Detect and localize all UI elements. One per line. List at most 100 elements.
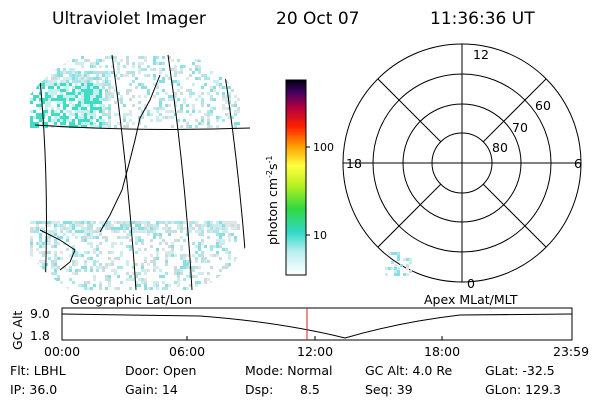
speckle (180, 107, 183, 110)
speckle (186, 287, 189, 290)
speckle (219, 227, 222, 230)
speckle (189, 125, 192, 128)
speckle (36, 287, 39, 290)
speckle (75, 221, 78, 224)
speckle (210, 86, 213, 89)
speckle (210, 230, 213, 233)
speckle (222, 239, 225, 242)
speckle (397, 273, 400, 276)
speckle (231, 89, 234, 92)
speckle (228, 254, 231, 257)
speckle (87, 104, 90, 107)
speckle (108, 257, 111, 260)
speckle (195, 59, 198, 62)
footer-field: Door: Open (125, 363, 196, 378)
speckle (75, 59, 78, 62)
speckle (195, 125, 198, 128)
speckle (150, 239, 153, 242)
speckle (222, 56, 225, 59)
speckle (60, 89, 63, 92)
speckle (72, 122, 75, 125)
speckle (66, 221, 69, 224)
speckle (90, 224, 93, 227)
speckle (36, 116, 39, 119)
speckle (75, 92, 78, 95)
speckle (57, 95, 60, 98)
speckle (237, 107, 240, 110)
speckle (78, 116, 81, 119)
speckle (84, 59, 87, 62)
speckle (141, 227, 144, 230)
speckle (108, 83, 111, 86)
speckle (225, 263, 228, 266)
speckle (90, 92, 93, 95)
speckle (51, 263, 54, 266)
speckle (72, 233, 75, 236)
speckle (222, 281, 225, 284)
speckle (54, 74, 57, 77)
speckle (225, 251, 228, 254)
speckle (45, 74, 48, 77)
speckle (198, 77, 201, 80)
speckle (159, 119, 162, 122)
speckle (84, 107, 87, 110)
speckle (72, 224, 75, 227)
speckle (81, 254, 84, 257)
colorbar (285, 79, 307, 276)
speckle (147, 110, 150, 113)
speckle (135, 230, 138, 233)
speckle (72, 125, 75, 128)
speckle (141, 83, 144, 86)
speckle (156, 116, 159, 119)
speckle (177, 83, 180, 86)
speckle (90, 221, 93, 224)
speckle (102, 86, 105, 89)
speckle (54, 239, 57, 242)
speckle (39, 269, 42, 272)
speckle (108, 95, 111, 98)
speckle (391, 261, 394, 264)
speckle (33, 83, 36, 86)
speckle (195, 281, 198, 284)
speckle (36, 83, 39, 86)
speckle (168, 110, 171, 113)
speckle (90, 104, 93, 107)
speckle (174, 230, 177, 233)
speckle (168, 227, 171, 230)
speckle (108, 71, 111, 74)
speckle (36, 248, 39, 251)
speckle (63, 107, 66, 110)
time-label: 00:00 (44, 344, 80, 359)
speckle (195, 257, 198, 260)
speckle (147, 89, 150, 92)
speckle (129, 245, 132, 248)
speckle (210, 110, 213, 113)
speckle (120, 242, 123, 245)
speckle (138, 284, 141, 287)
speckle (210, 98, 213, 101)
speckle (204, 245, 207, 248)
speckle (186, 104, 189, 107)
speckle (147, 224, 150, 227)
speckle (99, 92, 102, 95)
speckle (204, 221, 207, 224)
speckle (189, 92, 192, 95)
speckle (90, 71, 93, 74)
speckle (159, 80, 162, 83)
speckle (180, 266, 183, 269)
speckle (81, 92, 84, 95)
speckle (174, 254, 177, 257)
speckle (63, 227, 66, 230)
speckle (138, 101, 141, 104)
speckle (117, 62, 120, 65)
speckle (57, 77, 60, 80)
speckle (165, 272, 168, 275)
speckle (75, 236, 78, 239)
speckle (51, 83, 54, 86)
speckle (90, 65, 93, 68)
speckle (171, 116, 174, 119)
speckle (210, 281, 213, 284)
speckle (105, 263, 108, 266)
speckle (141, 221, 144, 224)
speckle (388, 252, 391, 255)
